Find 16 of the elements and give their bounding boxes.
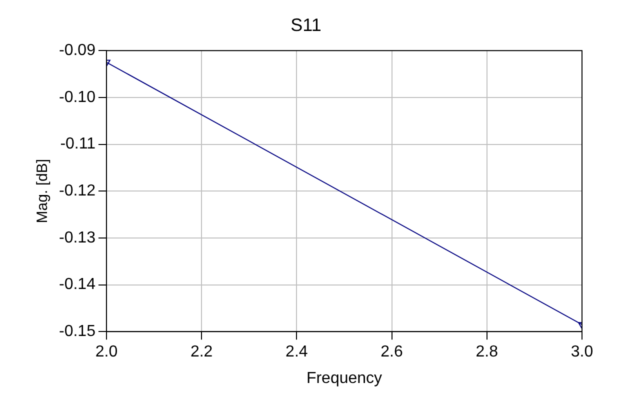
x-tick-label: 2.2: [190, 344, 213, 361]
y-tick-label: -0.15: [59, 323, 96, 340]
y-tick-label: -0.10: [59, 88, 96, 106]
y-tick-label: -0.11: [60, 136, 96, 153]
y-tick-label: -0.13: [59, 229, 96, 246]
x-tick-label: 2.6: [380, 344, 404, 361]
y-axis-title: Mag. [dB]: [34, 159, 52, 224]
y-tick-label: -0.09: [59, 42, 96, 60]
y-tick-label: -0.12: [59, 182, 96, 200]
x-tick-label: 2.4: [286, 344, 308, 361]
chart-title: S11: [290, 14, 322, 35]
x-tick-label: 2.8: [476, 344, 498, 361]
y-tick-label: -0.14: [59, 276, 96, 294]
x-tick-label: 2.0: [95, 344, 118, 361]
x-axis-title: Frequency: [306, 370, 382, 387]
x-tick-label: 3.0: [570, 344, 594, 361]
